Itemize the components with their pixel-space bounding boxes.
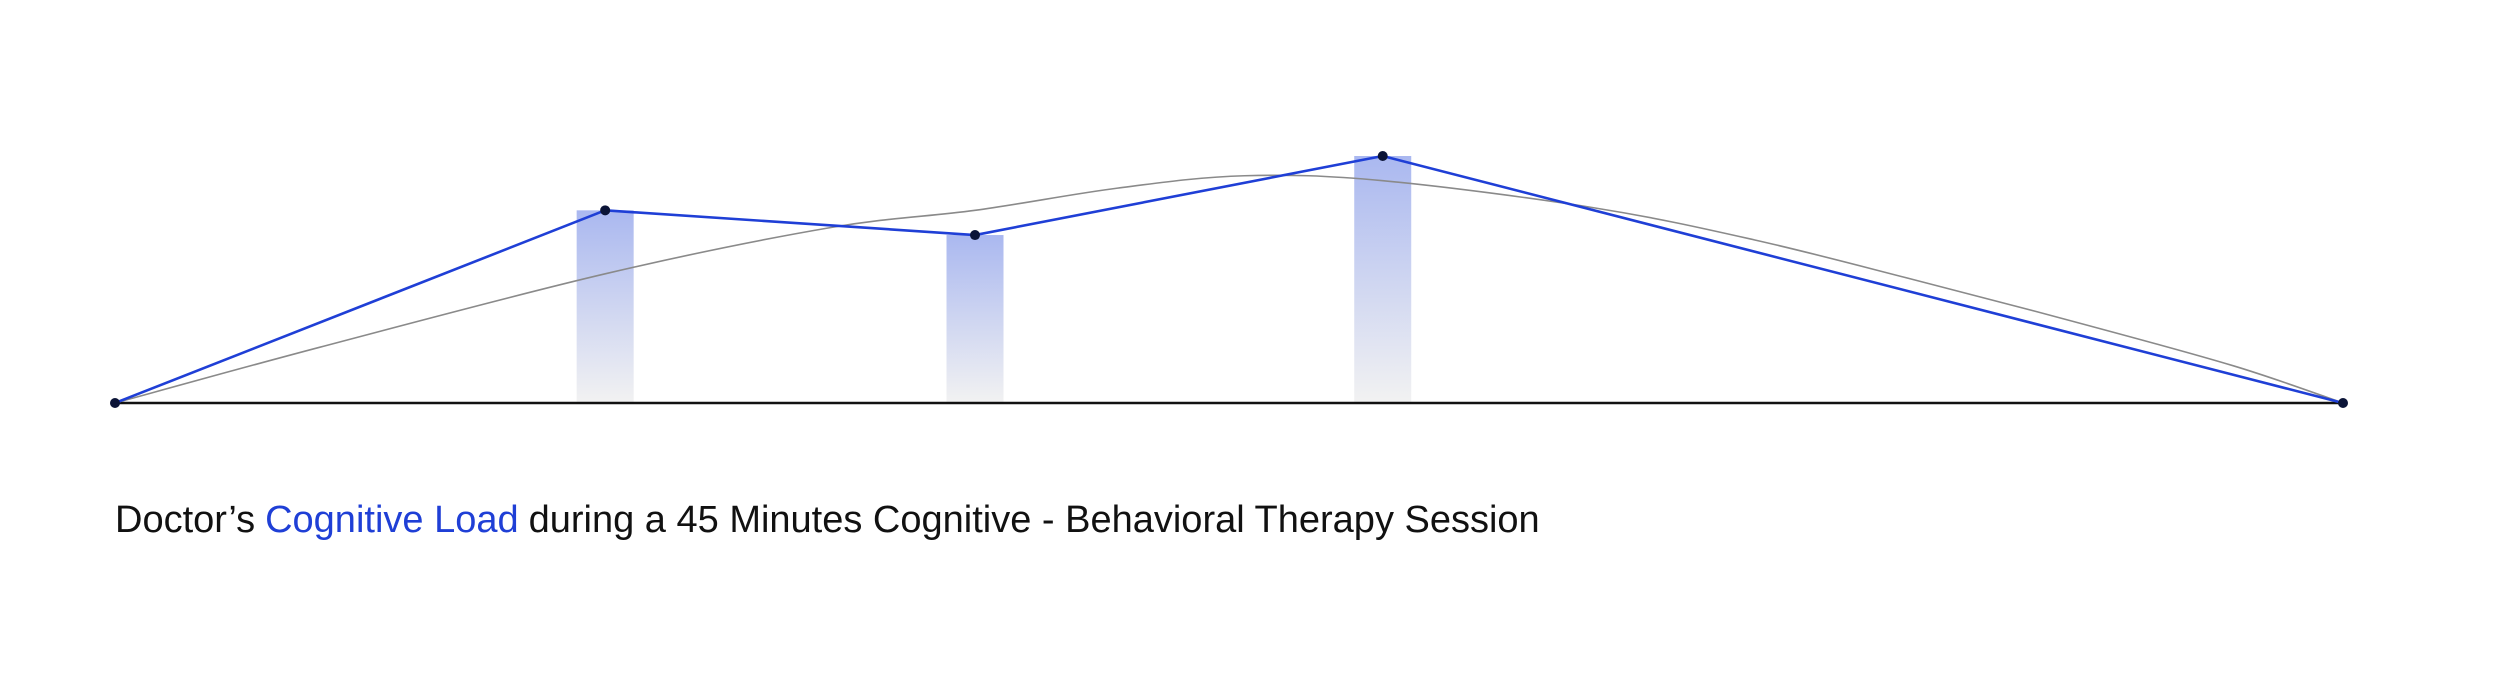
highlight-bar (1354, 156, 1412, 403)
title-segment: during a 45 Minutes Cognitive - Behavior… (529, 499, 1540, 541)
load-line (114, 154, 2344, 405)
data-point (600, 205, 611, 216)
highlight-bar (576, 210, 634, 403)
lines (114, 154, 2344, 405)
title-segment: Doctor’s (115, 499, 255, 541)
highlight-bar (946, 235, 1004, 403)
bars (576, 156, 1412, 403)
trend-curve (114, 174, 2344, 404)
data-point (2338, 398, 2348, 408)
data-point (110, 398, 120, 408)
data-point (1377, 151, 1388, 161)
points (110, 151, 2348, 408)
title-segment: Cognitive Load (265, 499, 519, 541)
data-point (970, 230, 981, 241)
chart-title: Doctor’s Cognitive Load during a 45 Minute… (115, 499, 1540, 541)
